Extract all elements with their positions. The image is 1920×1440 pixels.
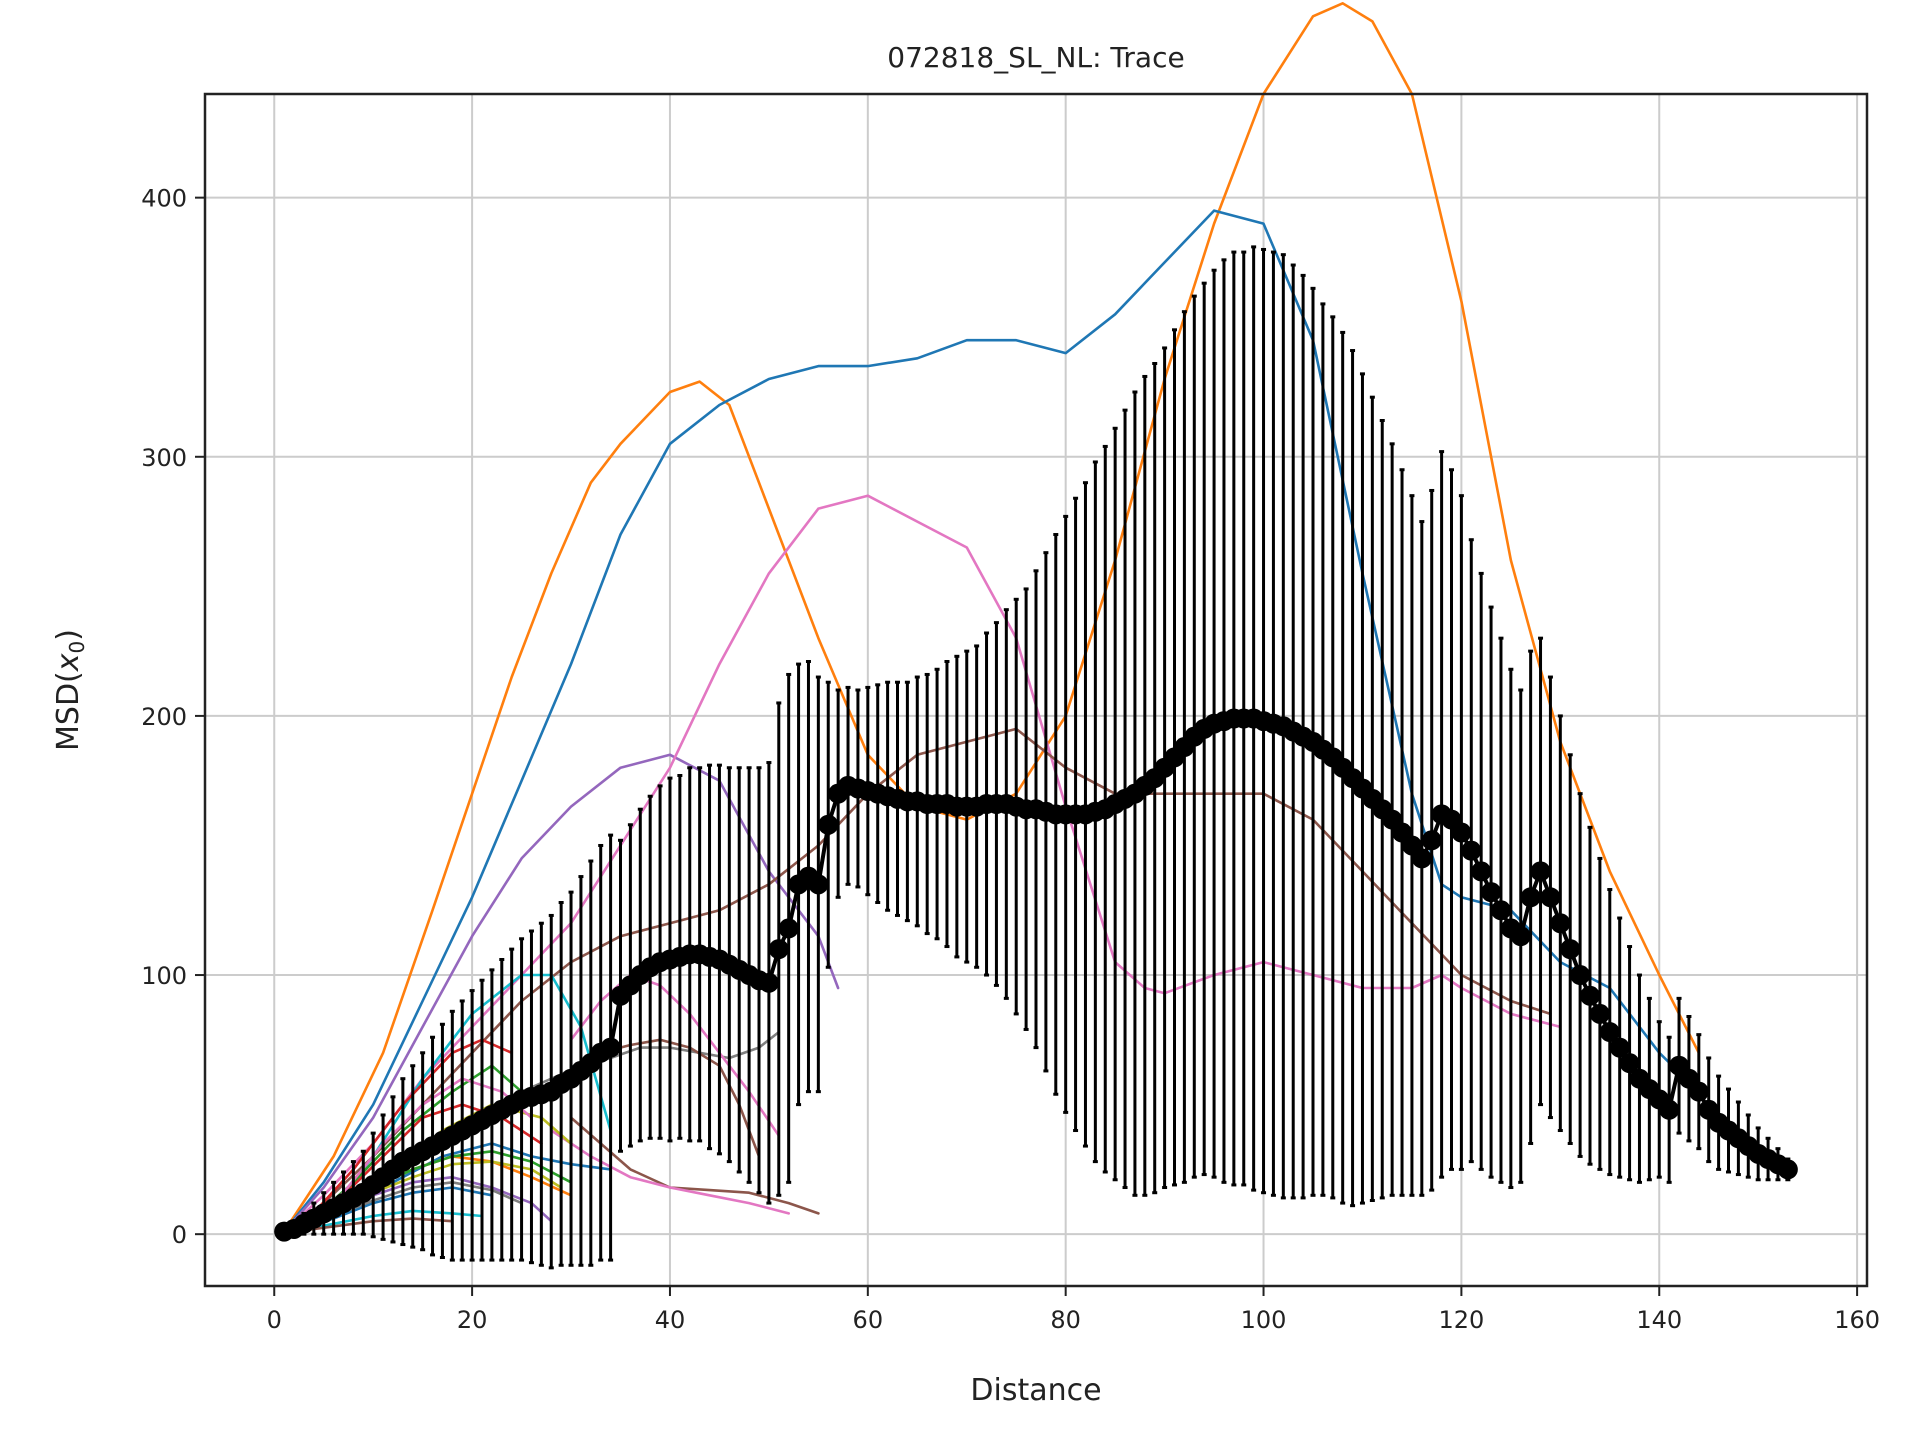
mean-point xyxy=(1510,926,1531,947)
mean-point xyxy=(1471,861,1492,882)
mean-point xyxy=(1570,965,1591,986)
trace-line xyxy=(282,494,1562,1233)
mean-point xyxy=(1580,985,1600,1006)
y-tick-label: 100 xyxy=(141,962,187,990)
mean-point xyxy=(808,874,829,895)
y-tick-label: 200 xyxy=(141,703,187,731)
mean-point xyxy=(1589,1003,1610,1024)
mean-point xyxy=(1520,887,1541,908)
mean-point xyxy=(600,1037,621,1058)
y-tick-label: 0 xyxy=(172,1221,187,1249)
y-tick-label: 400 xyxy=(141,185,187,213)
chart-title: 072818_SL_NL: Trace xyxy=(887,41,1184,74)
mean-point xyxy=(1599,1022,1620,1043)
x-tick-label: 160 xyxy=(1834,1306,1880,1334)
mean-point xyxy=(1461,840,1482,861)
x-tick-label: 60 xyxy=(853,1306,884,1334)
x-axis-label: Distance xyxy=(970,1373,1101,1408)
y-axis-ticks: 0 100 200 300 400 xyxy=(141,185,205,1249)
x-axis-ticks: 0 20 40 60 80 100 120 140 160 xyxy=(267,1286,1880,1334)
mean-point xyxy=(1619,1053,1640,1074)
mean-point xyxy=(1481,882,1502,903)
mean-point xyxy=(818,814,839,835)
mean-point xyxy=(1451,822,1472,843)
mean-point xyxy=(1688,1081,1709,1102)
x-tick-label: 80 xyxy=(1050,1306,1081,1334)
mean-point xyxy=(1550,913,1571,934)
y-axis-label-subscript: 0 xyxy=(65,641,89,654)
x-tick-label: 20 xyxy=(457,1306,488,1334)
mean-point xyxy=(1530,861,1551,882)
mean-point xyxy=(1421,830,1442,851)
trace-line xyxy=(569,973,781,1137)
mean-point xyxy=(758,972,779,993)
mean-point xyxy=(778,918,799,939)
trace-line xyxy=(302,1038,514,1226)
mean-point xyxy=(1490,900,1511,921)
trace-line xyxy=(322,973,612,1220)
mean-point xyxy=(1411,848,1432,869)
mean-point xyxy=(1777,1159,1798,1180)
y-axis-label: MSD(x0) xyxy=(51,629,89,751)
y-tick-label: 300 xyxy=(141,444,187,472)
y-axis-label-close: ) xyxy=(51,629,86,641)
y-axis-label-main: MSD( xyxy=(51,671,86,751)
mean-point xyxy=(1560,939,1581,960)
mean-series xyxy=(274,708,1798,1242)
mean-point xyxy=(1659,1099,1680,1120)
y-axis-label-variable: x xyxy=(51,653,86,672)
x-tick-label: 100 xyxy=(1241,1306,1287,1334)
x-tick-label: 0 xyxy=(267,1306,282,1334)
x-tick-label: 140 xyxy=(1636,1306,1682,1334)
x-tick-label: 120 xyxy=(1438,1306,1484,1334)
mean-point xyxy=(1540,887,1561,908)
mean-point xyxy=(768,939,789,960)
mean-point xyxy=(1609,1037,1630,1058)
trace-line xyxy=(569,1116,820,1215)
plot-frame xyxy=(203,92,1869,1288)
x-tick-label: 40 xyxy=(655,1306,686,1334)
